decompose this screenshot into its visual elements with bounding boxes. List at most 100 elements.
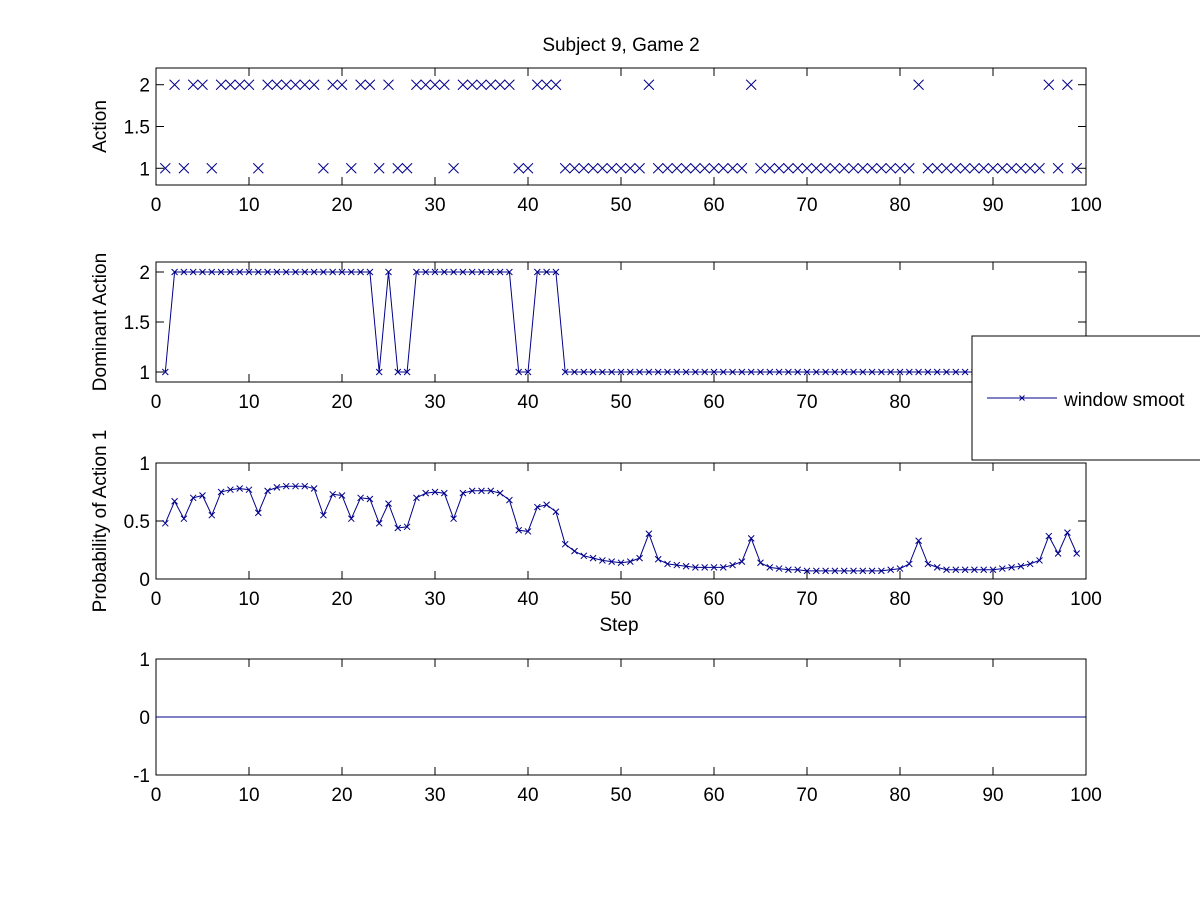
data-point-probability: [1036, 557, 1043, 564]
data-point-probability: [589, 554, 597, 562]
data-point-probability: [645, 530, 653, 538]
data-point-actions: [987, 162, 999, 174]
x-tick-label-dominant: 50: [610, 392, 631, 413]
data-point-probability: [459, 489, 467, 497]
data-point-actions: [531, 79, 543, 91]
x-tick-label-probability: 30: [424, 589, 445, 610]
data-point-dominant: [561, 368, 569, 376]
data-point-dominant: [292, 268, 299, 276]
data-point-actions: [1006, 162, 1017, 174]
data-point-dominant: [459, 268, 467, 276]
data-point-dominant: [719, 368, 727, 376]
data-point-dominant: [487, 268, 495, 276]
data-point-actions: [187, 79, 199, 91]
data-point-probability: [719, 564, 727, 571]
data-point-dominant: [617, 368, 625, 376]
y-tick-label-probability: 1: [139, 454, 150, 475]
data-point-dominant: [673, 368, 681, 376]
data-point-actions: [225, 79, 236, 91]
data-point-dominant: [468, 268, 476, 276]
data-point-dominant: [189, 268, 197, 276]
data-point-actions: [783, 162, 794, 174]
data-point-probability: [292, 482, 299, 490]
data-point-probability: [682, 562, 690, 570]
data-point-dominant: [422, 268, 430, 276]
data-point-actions: [522, 162, 534, 174]
data-point-actions: [159, 162, 171, 174]
data-point-dominant: [710, 368, 718, 376]
y-tick-label-dominant: 1: [139, 363, 150, 384]
data-point-dominant: [738, 368, 746, 376]
data-point-dominant: [589, 368, 597, 376]
data-point-dominant: [729, 368, 736, 376]
data-point-actions: [327, 79, 339, 91]
data-point-dominant: [403, 368, 411, 376]
data-point-actions: [745, 79, 757, 91]
data-point-actions: [550, 79, 562, 91]
data-point-actions: [587, 162, 599, 174]
data-point-probability: [608, 558, 616, 565]
data-point-dominant: [310, 268, 318, 276]
data-point-probability: [654, 555, 662, 563]
legend: window smoot: [971, 335, 1200, 461]
data-point-actions: [1015, 162, 1027, 174]
y-tick-label-actions: 1.5: [124, 118, 150, 139]
data-point-actions: [1062, 79, 1073, 91]
data-point-actions: [364, 79, 376, 91]
y-axis-label-dominant: Dominant Action: [90, 253, 111, 391]
x-tick-label-zero: 80: [889, 785, 910, 806]
data-point-actions: [1024, 162, 1036, 174]
data-point-actions: [810, 162, 822, 174]
data-point-actions: [624, 162, 636, 174]
data-point-actions: [903, 162, 915, 174]
data-point-probability: [636, 554, 643, 562]
data-point-probability: [738, 558, 746, 565]
data-point-dominant: [227, 268, 234, 276]
data-point-dominant: [524, 368, 532, 376]
x-tick-label-dominant: 30: [424, 392, 445, 413]
axes-frame-actions: [155, 67, 1087, 186]
data-point-actions: [280, 79, 292, 91]
data-point-dominant: [766, 368, 774, 376]
data-point-dominant: [245, 268, 253, 276]
data-point-actions: [504, 79, 515, 91]
x-tick-label-zero: 10: [238, 785, 259, 806]
x-tick-label-actions: 100: [1070, 195, 1102, 216]
data-point-dominant: [933, 368, 941, 376]
data-point-actions: [866, 162, 878, 174]
data-point-probability: [580, 552, 588, 560]
x-tick-label-zero: 70: [796, 785, 817, 806]
data-point-probability: [961, 566, 969, 574]
data-point-dominant: [626, 368, 634, 376]
x-tick-label-zero: 50: [610, 785, 631, 806]
data-point-probability: [450, 515, 457, 523]
x-tick-label-probability: 20: [331, 589, 352, 610]
x-tick-label-actions: 40: [517, 195, 538, 216]
y-tick-label-zero: 0: [139, 708, 150, 729]
data-point-probability: [775, 565, 783, 572]
data-point-dominant: [375, 368, 383, 376]
data-point-dominant: [161, 368, 169, 376]
data-point-dominant: [273, 268, 281, 276]
data-point-dominant: [682, 368, 690, 376]
data-point-actions: [569, 162, 580, 174]
data-point-actions: [429, 79, 441, 91]
data-point-dominant: [692, 368, 699, 376]
y-tick-label-zero: 1: [139, 650, 150, 671]
data-point-actions: [969, 162, 980, 174]
data-point-actions: [243, 79, 255, 91]
data-point-dominant: [757, 368, 764, 376]
y-tick-label-zero: -1: [133, 766, 150, 787]
plot-actions: 0 10 20 30 40 50 60 70 80 90 100 1 1.5 2 Action: [90, 67, 1102, 216]
data-point-actions: [345, 162, 357, 174]
x-tick-label-dominant: 60: [703, 392, 724, 413]
data-point-probability: [840, 567, 848, 575]
data-point-dominant: [450, 268, 457, 276]
x-tick-label-actions: 10: [238, 195, 259, 216]
data-point-probability: [850, 567, 857, 575]
data-point-actions: [755, 162, 766, 174]
data-point-actions: [894, 162, 906, 174]
data-point-actions: [513, 162, 525, 174]
data-point-dominant: [357, 268, 364, 276]
data-point-actions: [541, 79, 552, 91]
